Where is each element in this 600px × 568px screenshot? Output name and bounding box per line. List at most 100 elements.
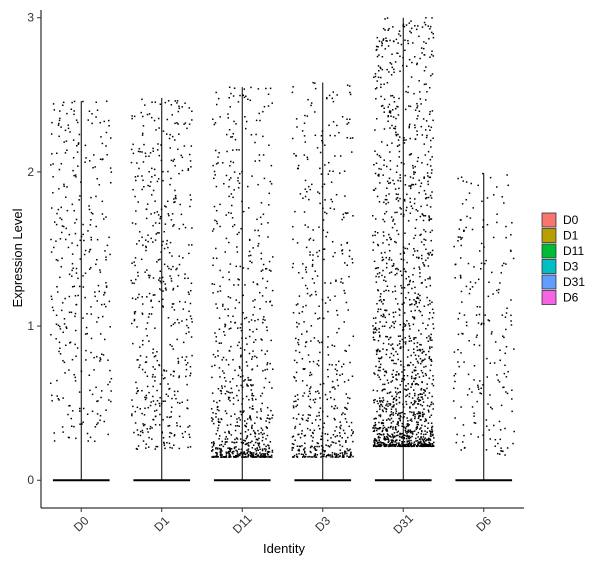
data-point <box>212 353 215 356</box>
data-point <box>229 164 231 167</box>
data-point <box>239 347 242 349</box>
data-point <box>173 223 175 226</box>
data-point <box>236 438 239 440</box>
data-point <box>169 275 171 277</box>
data-point <box>184 102 186 104</box>
data-point <box>142 424 145 427</box>
data-point <box>141 389 143 392</box>
data-point <box>233 447 236 450</box>
data-point <box>429 206 432 208</box>
data-point <box>395 412 397 415</box>
data-point <box>162 306 164 308</box>
data-point <box>343 321 345 323</box>
data-point <box>454 373 457 375</box>
data-point <box>379 433 382 436</box>
data-point <box>334 368 337 370</box>
data-point <box>296 394 299 396</box>
data-point <box>408 437 411 439</box>
data-point <box>292 225 294 228</box>
data-point <box>379 156 382 159</box>
data-point <box>80 235 83 238</box>
data-point <box>251 446 254 449</box>
data-point <box>260 338 262 340</box>
data-point <box>88 374 91 377</box>
data-point <box>381 259 384 262</box>
data-point <box>321 142 324 144</box>
data-point <box>383 437 386 439</box>
data-point <box>316 445 318 448</box>
data-point <box>429 276 431 278</box>
data-point <box>151 167 153 170</box>
data-point <box>231 217 234 219</box>
data-point <box>160 208 163 211</box>
data-point <box>392 443 394 446</box>
data-point <box>58 188 60 190</box>
data-point <box>229 423 232 426</box>
data-point <box>180 154 182 157</box>
data-point <box>423 41 425 43</box>
data-point <box>242 267 245 269</box>
data-point <box>234 438 236 441</box>
data-point <box>59 117 61 120</box>
data-point <box>420 241 423 243</box>
data-point <box>141 429 144 432</box>
data-point <box>73 425 75 428</box>
data-point <box>229 106 232 108</box>
data-point <box>58 119 61 122</box>
data-point <box>331 454 334 456</box>
data-point <box>160 144 162 146</box>
data-point <box>407 291 410 294</box>
data-point <box>397 139 400 141</box>
data-point <box>219 453 222 455</box>
data-point <box>388 193 390 195</box>
data-point <box>415 302 417 305</box>
data-point <box>138 240 140 242</box>
data-point <box>483 246 485 248</box>
data-point <box>498 381 501 383</box>
data-point <box>415 256 418 259</box>
data-point <box>230 434 233 436</box>
data-point <box>375 162 378 164</box>
data-point <box>59 276 61 279</box>
data-point <box>331 364 333 366</box>
data-point <box>173 435 176 437</box>
data-point <box>427 324 429 326</box>
data-point <box>404 427 407 429</box>
data-point <box>428 392 431 394</box>
data-point <box>419 445 421 447</box>
data-point <box>331 386 334 389</box>
data-point <box>304 345 307 348</box>
data-point <box>378 421 380 424</box>
data-point <box>322 248 325 250</box>
data-point <box>86 312 88 315</box>
data-point <box>410 401 413 404</box>
data-point <box>256 283 258 285</box>
data-point <box>172 225 174 227</box>
data-point <box>419 185 422 188</box>
data-point <box>336 314 339 316</box>
data-point <box>385 280 387 283</box>
data-point <box>412 445 414 447</box>
data-point <box>218 438 220 440</box>
data-point <box>170 373 172 376</box>
data-point <box>336 94 338 96</box>
data-point <box>107 433 109 436</box>
data-point <box>252 384 254 386</box>
data-point <box>379 299 382 301</box>
data-point <box>294 395 297 398</box>
data-point <box>243 452 246 454</box>
data-point <box>402 326 405 329</box>
data-point <box>477 384 479 387</box>
data-point <box>93 369 95 371</box>
data-point <box>263 432 265 435</box>
data-point <box>250 86 252 89</box>
data-point <box>388 71 390 73</box>
data-point <box>384 429 387 431</box>
data-point <box>417 293 420 295</box>
data-point <box>431 316 434 319</box>
data-point <box>415 400 417 403</box>
data-point <box>400 412 402 414</box>
data-point <box>424 430 426 432</box>
data-point <box>417 156 419 159</box>
